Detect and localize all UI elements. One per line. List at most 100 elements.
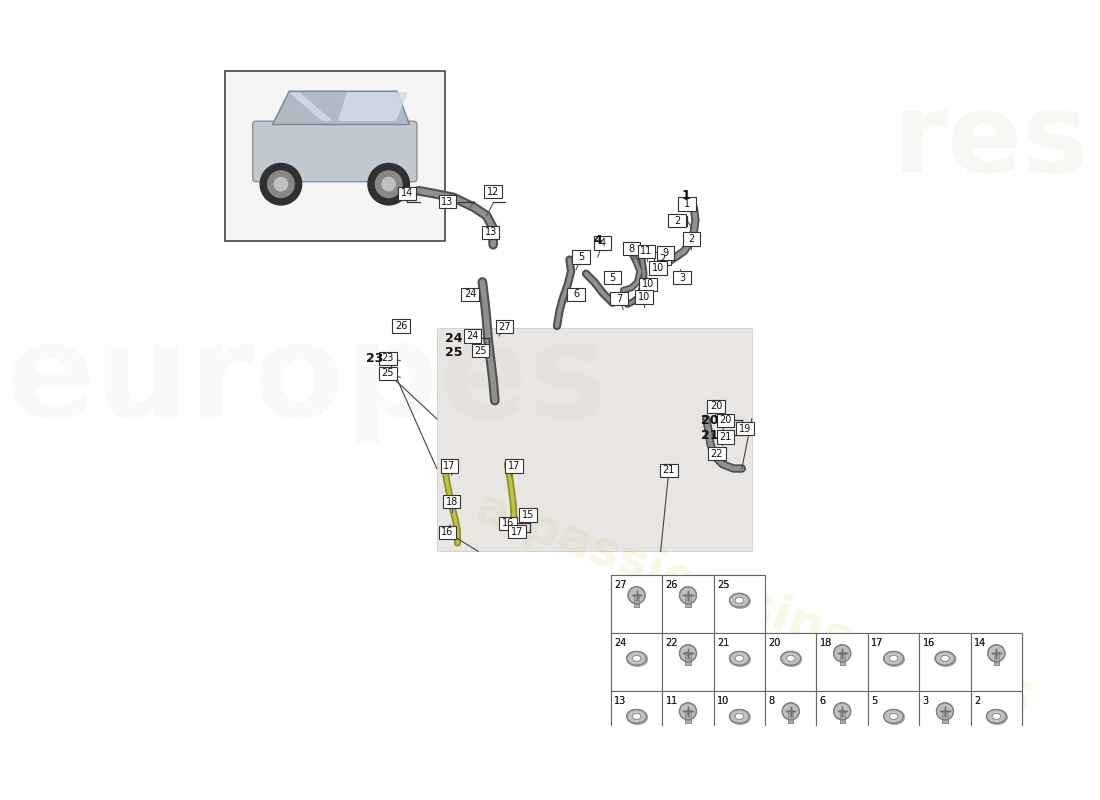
Bar	[484, 185, 502, 198]
Bar	[662, 574, 714, 633]
Ellipse shape	[936, 652, 956, 666]
Circle shape	[782, 703, 800, 720]
Ellipse shape	[935, 651, 955, 666]
Text: 18: 18	[820, 638, 832, 649]
Bar	[920, 633, 970, 690]
Bar	[594, 237, 612, 250]
Bar	[920, 633, 970, 690]
Text: 16: 16	[502, 518, 514, 528]
Ellipse shape	[627, 652, 647, 666]
Circle shape	[782, 703, 800, 720]
Polygon shape	[339, 93, 407, 120]
Bar	[766, 633, 816, 690]
Ellipse shape	[730, 710, 750, 724]
Text: 6: 6	[820, 697, 826, 706]
Circle shape	[936, 703, 954, 720]
Bar	[714, 690, 766, 749]
Text: 5: 5	[609, 273, 616, 283]
Ellipse shape	[987, 710, 1007, 723]
Circle shape	[988, 645, 1004, 662]
Ellipse shape	[992, 714, 1001, 719]
Polygon shape	[273, 91, 409, 125]
Bar	[970, 690, 1022, 749]
Text: 20: 20	[769, 638, 781, 649]
Ellipse shape	[627, 710, 647, 724]
Bar	[398, 186, 416, 200]
Text: 21: 21	[719, 432, 732, 442]
Text: 26: 26	[666, 581, 678, 590]
Ellipse shape	[889, 655, 898, 662]
Circle shape	[834, 645, 850, 662]
Text: 25: 25	[717, 581, 729, 590]
Circle shape	[267, 171, 294, 198]
Circle shape	[834, 703, 850, 720]
Text: 2: 2	[974, 697, 980, 706]
Text: 15: 15	[521, 510, 535, 520]
Ellipse shape	[730, 652, 750, 666]
Text: 2: 2	[674, 216, 680, 226]
Bar	[379, 352, 397, 365]
Bar	[638, 245, 656, 258]
Text: 17: 17	[508, 461, 520, 471]
Bar	[662, 690, 714, 749]
Ellipse shape	[729, 651, 749, 666]
Ellipse shape	[632, 655, 641, 662]
Ellipse shape	[627, 710, 647, 723]
Bar	[707, 400, 725, 413]
Text: 22: 22	[666, 638, 678, 649]
Text: 11: 11	[666, 697, 678, 706]
Ellipse shape	[730, 710, 750, 724]
Ellipse shape	[729, 594, 749, 607]
Bar	[496, 320, 514, 334]
Bar	[657, 246, 674, 260]
Bar	[766, 633, 816, 690]
Text: res: res	[892, 88, 1089, 195]
Bar	[766, 690, 816, 749]
Text: 5: 5	[578, 252, 584, 262]
Ellipse shape	[735, 714, 744, 719]
Bar	[610, 574, 662, 633]
Text: 16: 16	[923, 638, 935, 649]
Text: 18: 18	[446, 497, 458, 506]
Bar	[439, 195, 456, 208]
Bar	[519, 508, 537, 522]
Text: 23: 23	[382, 354, 394, 363]
Circle shape	[680, 645, 696, 662]
Circle shape	[680, 703, 696, 720]
Ellipse shape	[889, 655, 898, 662]
FancyBboxPatch shape	[437, 327, 751, 551]
Bar	[393, 319, 410, 333]
Text: 17: 17	[512, 526, 524, 537]
Ellipse shape	[627, 652, 647, 666]
Circle shape	[680, 645, 696, 662]
Bar	[634, 594, 639, 606]
Bar	[714, 690, 766, 749]
Bar	[716, 430, 734, 444]
Ellipse shape	[988, 710, 1008, 724]
Ellipse shape	[782, 652, 802, 666]
Circle shape	[680, 587, 696, 604]
Bar	[816, 633, 868, 690]
Bar	[766, 690, 816, 749]
Ellipse shape	[730, 594, 750, 608]
Bar	[683, 232, 700, 246]
Text: 3: 3	[679, 273, 685, 283]
Bar	[505, 459, 522, 473]
Bar	[970, 633, 1022, 690]
Bar	[943, 710, 947, 722]
Text: 2: 2	[974, 697, 980, 706]
Bar	[499, 517, 517, 530]
Ellipse shape	[883, 651, 903, 666]
Text: 10: 10	[652, 263, 664, 273]
Bar	[920, 690, 970, 749]
Bar	[610, 633, 662, 690]
Bar	[568, 288, 585, 301]
Ellipse shape	[729, 710, 749, 723]
Bar	[714, 574, 766, 633]
Bar	[224, 70, 446, 241]
Ellipse shape	[940, 655, 949, 662]
Bar	[623, 242, 640, 255]
Text: 22: 22	[711, 449, 723, 458]
Bar	[634, 594, 639, 606]
Text: 20: 20	[769, 638, 781, 649]
